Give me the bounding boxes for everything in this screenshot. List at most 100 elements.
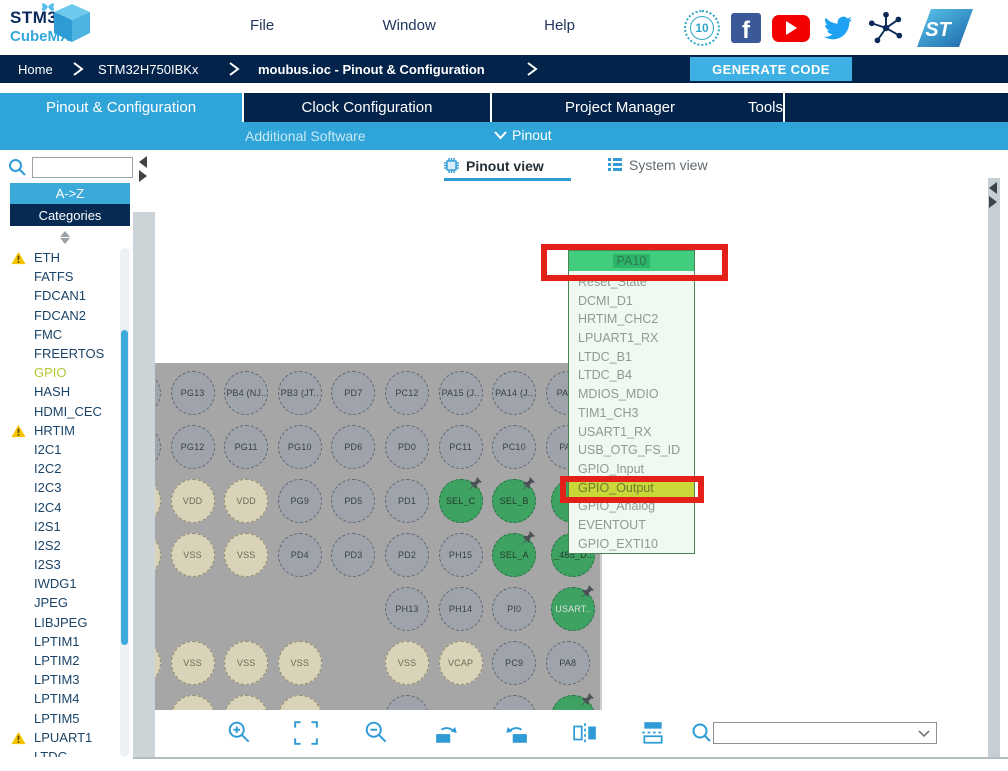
chip-pin[interactable]: VSS (224, 641, 269, 685)
breadcrumb-project[interactable]: moubus.ioc - Pinout & Configuration (258, 62, 485, 77)
chip-pin[interactable]: PD3 (331, 533, 376, 577)
context-menu-item[interactable]: MDIOS_MDIO (578, 387, 659, 402)
generate-code-button[interactable]: GENERATE CODE (690, 57, 852, 81)
context-menu-item[interactable]: USB_OTG_FS_ID (578, 443, 681, 458)
chip-pin[interactable]: PH15 (438, 533, 483, 577)
sidebar-item[interactable]: LPTIM2 (0, 651, 120, 670)
chip-pin[interactable]: PD7 (331, 371, 376, 415)
chip-pin[interactable]: PC12 (385, 371, 429, 415)
sidebar-item[interactable]: HASH (0, 382, 120, 401)
chip-pin[interactable]: SEL_C (438, 477, 483, 523)
left-splitter[interactable] (133, 150, 155, 757)
chip-pin[interactable]: SEL_B (492, 477, 537, 523)
zoom-out-button[interactable] (364, 720, 390, 746)
chip-pin[interactable]: PD2 (385, 533, 429, 577)
pin-search-input[interactable] (716, 725, 910, 743)
chip-pin[interactable]: PD1 (385, 479, 429, 523)
chip-pin[interactable]: PB3 (JT.. (277, 371, 322, 415)
sidebar-item[interactable]: FMC (0, 325, 120, 344)
chip-pin[interactable]: PD4 (277, 533, 322, 577)
peripheral-search-input[interactable] (32, 157, 133, 178)
chip-pin[interactable]: VDD (170, 479, 215, 523)
main-tab[interactable]: Project Manager (492, 93, 748, 122)
context-menu-item[interactable]: GPIO_Analog (578, 499, 656, 514)
chip-pin[interactable]: VDD (224, 479, 269, 523)
chip-pin[interactable]: VCAP (438, 641, 483, 685)
flip-vertical-button[interactable] (640, 720, 666, 746)
right-panel-collapse-arrows[interactable] (989, 182, 997, 208)
chip-pin[interactable]: PC10 (492, 425, 537, 469)
sidebar-item[interactable]: I2S2 (0, 536, 120, 555)
tab-system-view[interactable]: System view (607, 157, 708, 173)
chip-pin[interactable]: PG10 (277, 425, 322, 469)
tab-pinout-view[interactable]: Pinout view (443, 157, 544, 174)
sidebar-item[interactable]: I2S3 (0, 555, 120, 574)
sidebar-scrollbar-thumb[interactable] (121, 330, 128, 645)
pinout-dropdown[interactable]: Pinout (494, 127, 552, 143)
context-menu-item[interactable]: GPIO_EXTI10 (578, 536, 658, 551)
chip-pin[interactable]: PG12 (170, 425, 215, 469)
chip-pin[interactable]: PG13 (170, 371, 215, 415)
chip-pin[interactable]: PG9 (277, 479, 322, 523)
chip-pin[interactable]: PD0 (385, 425, 429, 469)
chip-pin[interactable]: PA14 (J.. (492, 371, 537, 415)
left-panel-collapse-arrows[interactable] (139, 156, 147, 182)
sidebar-item[interactable]: FATFS (0, 267, 120, 286)
main-tab[interactable]: Pinout & Configuration (0, 93, 244, 122)
context-menu-item[interactable]: Reset_State (578, 275, 647, 289)
menu-item[interactable]: File (250, 17, 275, 34)
chip-pin[interactable]: PA8 (545, 641, 590, 685)
chip-pin[interactable]: VSS (385, 641, 429, 685)
chip-pin[interactable]: PA15 (J.. (438, 371, 483, 415)
chip-pin[interactable]: VSS (277, 641, 322, 685)
st-community-icon[interactable] (866, 9, 906, 47)
sidebar-item[interactable]: ETH (0, 248, 120, 267)
sidebar-item[interactable]: LPUART1 (0, 728, 120, 747)
context-menu-item[interactable]: EVENTOUT (578, 517, 646, 532)
context-menu-item[interactable]: TIM1_CH3 (578, 405, 639, 420)
sidebar-item[interactable]: IWDG1 (0, 574, 120, 593)
rotate-counterclockwise-button[interactable] (503, 720, 529, 746)
context-menu-item[interactable]: GPIO_Input (578, 461, 645, 476)
context-menu-item[interactable]: LTDC_B4 (578, 368, 632, 383)
chip-pin[interactable]: PD6 (331, 425, 376, 469)
fit-to-screen-button[interactable] (293, 720, 319, 746)
sidebar-item[interactable]: HRTIM (0, 421, 120, 440)
chip-pin[interactable]: PB4 (NJ.. (224, 371, 269, 415)
chip-pin[interactable]: PC11 (438, 425, 483, 469)
menu-item[interactable]: Window (382, 17, 436, 34)
chip-pin[interactable]: PI0 (492, 587, 537, 631)
sort-categories-button[interactable]: Categories (10, 204, 130, 226)
flip-horizontal-button[interactable] (572, 720, 598, 746)
sidebar-item[interactable]: I2C1 (0, 440, 120, 459)
facebook-icon[interactable]: f (731, 13, 761, 43)
context-menu-item[interactable]: GPIO_Output (569, 478, 694, 498)
breadcrumb-mcu[interactable]: STM32H750IBKx (98, 62, 199, 77)
context-menu-item[interactable]: LPUART1_RX (578, 331, 659, 346)
sidebar-item[interactable]: I2S1 (0, 517, 120, 536)
context-menu-item[interactable]: USART1_RX (578, 424, 652, 439)
sort-az-button[interactable]: A->Z (10, 183, 130, 204)
chip-pin[interactable]: PG11 (224, 425, 269, 469)
rotate-clockwise-button[interactable] (434, 720, 460, 746)
sidebar-item[interactable]: FDCAN1 (0, 286, 120, 305)
twitter-icon[interactable] (821, 14, 855, 42)
sidebar-item[interactable]: GPIO (0, 363, 120, 382)
sidebar-item[interactable]: I2C2 (0, 459, 120, 478)
sidebar-item[interactable]: JPEG (0, 593, 120, 612)
context-menu-item[interactable]: HRTIM_CHC2 (578, 312, 659, 327)
sidebar-item[interactable]: HDMI_CEC (0, 402, 120, 421)
chevron-down-icon[interactable] (918, 730, 930, 738)
sidebar-item[interactable]: I2C4 (0, 497, 120, 516)
main-tab[interactable]: Tools (748, 93, 786, 122)
sidebar-item[interactable]: LIBJPEG (0, 613, 120, 632)
sidebar-item[interactable]: LPTIM4 (0, 689, 120, 708)
sidebar-item[interactable]: FREERTOS (0, 344, 120, 363)
collapse-expand-toggle[interactable] (60, 231, 70, 244)
sidebar-item[interactable]: LPTIM5 (0, 709, 120, 728)
chip-pin[interactable]: SEL_A (492, 531, 537, 577)
chip-pin[interactable]: PH14 (438, 587, 483, 631)
sidebar-item[interactable]: LPTIM3 (0, 670, 120, 689)
sidebar-item[interactable]: LPTIM1 (0, 632, 120, 651)
context-menu-item[interactable]: LTDC_B1 (578, 349, 632, 364)
